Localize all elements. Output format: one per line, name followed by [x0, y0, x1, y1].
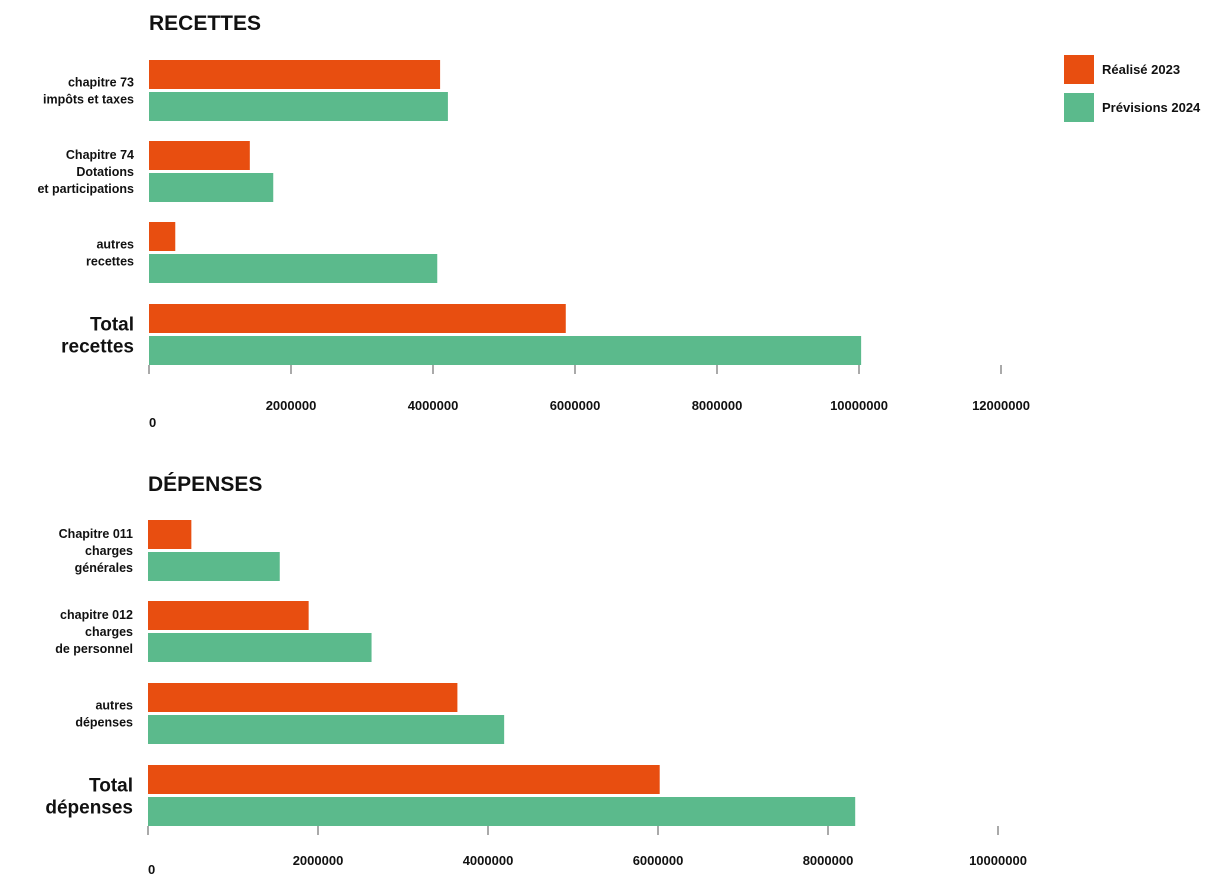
- category-label-line: générales: [75, 561, 133, 575]
- category-label-line: Total: [89, 776, 133, 797]
- category-label-line: dépenses: [45, 798, 133, 819]
- legend-swatch-realise-2023: [1064, 55, 1094, 84]
- category-label-autres-depenses: autres dépenses: [75, 699, 133, 730]
- bar-autres-depenses-realise-2023: [148, 683, 458, 712]
- category-label-total-depenses: Total dépenses: [45, 776, 133, 819]
- category-label-chapitre-73-impots-et-taxes: chapitre 73 impôts et taxes: [43, 76, 134, 107]
- x-tick-label: 6000000: [633, 853, 684, 868]
- category-label-line: charges: [85, 544, 133, 558]
- x-tick-label: 10000000: [830, 398, 888, 413]
- bar-chapitre-011-charges-generales-previsions-2024: [148, 552, 280, 581]
- category-label-line: autres: [96, 238, 134, 252]
- bar-chapitre-73-impots-et-taxes-previsions-2024: [149, 92, 448, 121]
- chart-title: DÉPENSES: [148, 473, 262, 496]
- x-tick-label: 4000000: [463, 853, 514, 868]
- x-tick-label: 4000000: [408, 398, 459, 413]
- bar-chapitre-011-charges-generales-realise-2023: [148, 520, 192, 549]
- bar-chapitre-74-dotations-et-participations-previsions-2024: [149, 173, 274, 202]
- category-label-line: dépenses: [75, 716, 133, 730]
- bar-autres-depenses-previsions-2024: [148, 715, 505, 744]
- category-label-line: impôts et taxes: [43, 93, 134, 107]
- bar-total-depenses-realise-2023: [148, 765, 660, 794]
- category-label-line: autres: [95, 699, 133, 713]
- bar-chapitre-73-impots-et-taxes-realise-2023: [149, 60, 441, 89]
- bar-total-depenses-previsions-2024: [148, 797, 856, 826]
- category-label-line: de personnel: [55, 642, 133, 656]
- category-label-line: chapitre 012: [60, 608, 133, 622]
- bar-total-recettes-previsions-2024: [149, 336, 862, 365]
- x-tick-label: 10000000: [969, 853, 1027, 868]
- bar-total-recettes-realise-2023: [149, 304, 566, 333]
- category-label-total-recettes: Total recettes: [61, 315, 134, 358]
- category-label-chapitre-74-dotations-et-participations: Chapitre 74 Dotations et participations: [37, 148, 134, 196]
- chart-title: RECETTES: [149, 12, 261, 35]
- recettes-chart: RECETTES chapitre 73 impôts et taxes Chapit…: [37, 12, 1029, 430]
- category-label-chapitre-011-charges-generales: Chapitre 011 charges générales: [59, 527, 133, 575]
- bar-autres-recettes-realise-2023: [149, 222, 176, 251]
- category-label-line: chapitre 73: [68, 76, 134, 90]
- category-label-line: et participations: [37, 182, 134, 196]
- bar-autres-recettes-previsions-2024: [149, 254, 438, 283]
- category-label-line: Dotations: [76, 165, 134, 179]
- depenses-chart: DÉPENSES Chapitre 011 charges générales chap…: [45, 473, 1027, 874]
- x-tick-label: 2000000: [266, 398, 317, 413]
- x-tick-label: 8000000: [803, 853, 854, 868]
- category-label-line: Chapitre 74: [66, 148, 134, 162]
- legend: Réalisé 2023 Prévisions 2024: [1064, 55, 1201, 122]
- bar-chapitre-012-charges-de-personnel-realise-2023: [148, 601, 309, 630]
- bar-chapitre-74-dotations-et-participations-realise-2023: [149, 141, 250, 170]
- x-tick-label: 0: [149, 415, 156, 430]
- bar-chapitre-012-charges-de-personnel-previsions-2024: [148, 633, 372, 662]
- x-tick-label: 8000000: [692, 398, 743, 413]
- legend-swatch-previsions-2024: [1064, 93, 1094, 122]
- x-tick-label: 0: [148, 862, 155, 874]
- category-label-chapitre-012-charges-de-personnel: chapitre 012 charges de personnel: [55, 608, 133, 656]
- category-label-autres-recettes: autres recettes: [86, 238, 134, 269]
- x-tick-label: 2000000: [293, 853, 344, 868]
- category-label-line: recettes: [86, 255, 134, 269]
- x-tick-label: 6000000: [550, 398, 601, 413]
- legend-label-realise-2023: Réalisé 2023: [1102, 62, 1180, 77]
- x-tick-label: 12000000: [972, 398, 1030, 413]
- category-label-line: Total: [90, 315, 134, 336]
- legend-label-previsions-2024: Prévisions 2024: [1102, 100, 1201, 115]
- category-label-line: charges: [85, 625, 133, 639]
- category-label-line: Chapitre 011: [59, 527, 133, 541]
- category-label-line: recettes: [61, 337, 134, 358]
